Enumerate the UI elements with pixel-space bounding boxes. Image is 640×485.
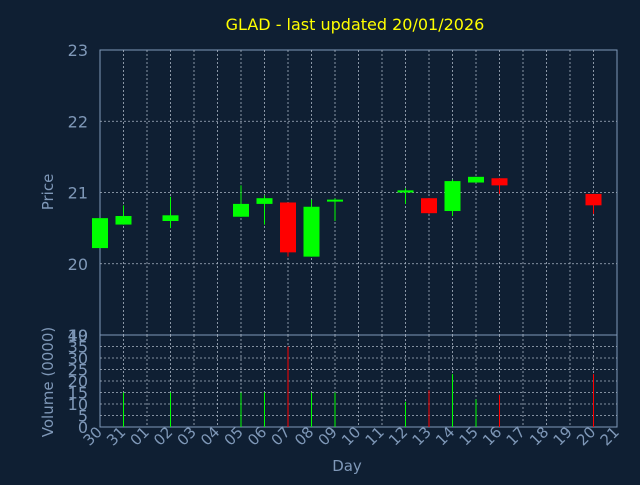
volume-tick-label: 15 [68,384,88,403]
volume-tick-label: 30 [68,349,88,368]
volume-tick-label: 0 [78,418,88,437]
x-axis-label: Day [332,457,362,475]
candle-body [397,190,414,193]
candle-body [233,203,249,217]
candle-body [421,198,437,214]
candle-body [468,176,484,183]
price-tick-label: 20 [68,255,88,274]
price-tick-label: 21 [68,184,88,203]
price-tick-label: 22 [68,112,88,131]
volume-tick-label: 25 [68,361,88,380]
candle-body [585,193,602,206]
candle-body [303,206,320,257]
candle-body [327,199,343,202]
volume-tick-label: 35 [68,338,88,357]
volume-tick-label: 40 [68,326,88,345]
candle-body [280,202,296,253]
volume-tick-label: 5 [78,407,88,426]
price-axis-label: Price [39,174,57,211]
candle-body [162,215,179,221]
candle-body [92,218,108,249]
volume-tick-label: 20 [68,372,88,391]
candle-body [444,181,461,212]
candle-body [256,198,273,204]
volume-axis-label: Volume (0000) [39,327,57,437]
candle-body [115,216,132,225]
price-tick-label: 23 [68,41,88,60]
chart-title: GLAD - last updated 20/01/2026 [226,15,485,34]
price-tick-label: 19 [68,326,88,345]
volume-tick-label: 10 [68,395,88,414]
candle-body [491,178,508,186]
